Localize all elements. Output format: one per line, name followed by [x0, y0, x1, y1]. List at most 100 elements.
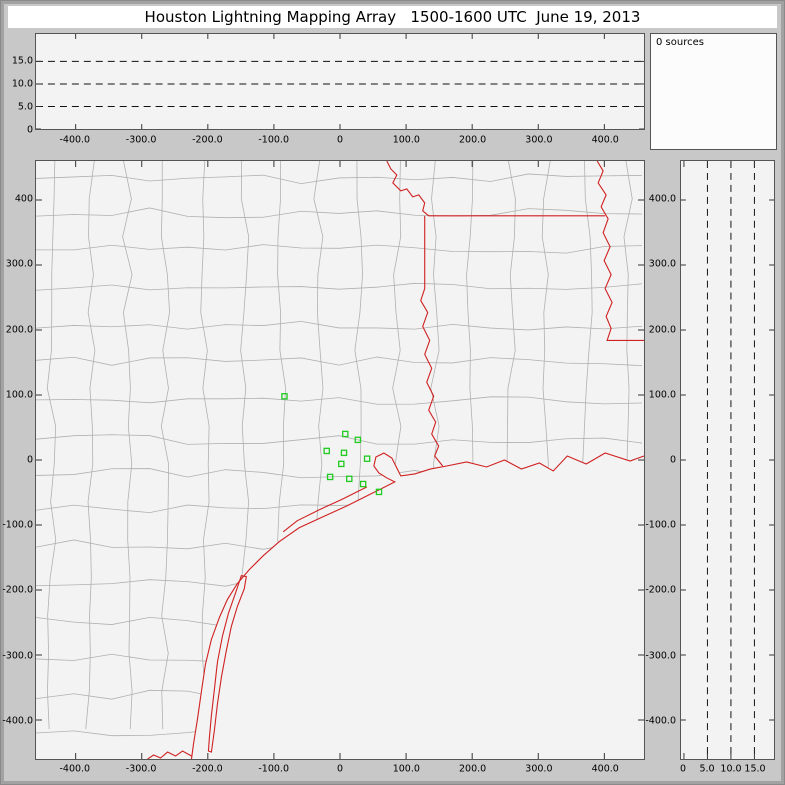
matagorda-inner-shore [282, 486, 368, 533]
ns-tick-label: -400.0 [2, 715, 33, 727]
county-line [200, 161, 210, 730]
source-count-label: 0 sources [656, 37, 704, 48]
ns-tick-label: -300.0 [645, 650, 676, 662]
county-line [36, 207, 643, 219]
county-line [465, 161, 476, 730]
county-line [36, 503, 643, 514]
county-boundaries [36, 161, 643, 737]
ew-tick-label: 100.0 [392, 134, 420, 146]
ns-tick-label: 100.0 [5, 389, 33, 401]
county-line [36, 282, 643, 291]
county-line [541, 161, 553, 730]
lma-station-marker [363, 455, 371, 462]
ew-tick-label: -100.0 [258, 134, 289, 146]
altitude-ew-plot [36, 34, 644, 129]
mississippi-river-border [596, 161, 644, 341]
ns-tick-label: -200.0 [2, 584, 33, 596]
padre-island [207, 574, 247, 753]
texas-louisiana-border [420, 215, 444, 467]
ew-tick-label: 0 [336, 763, 344, 775]
county-line [36, 356, 643, 367]
ew-tick-label: -400.0 [59, 134, 91, 146]
texas-map [36, 161, 644, 759]
page-title: Houston Lightning Mapping Array 1500-160… [8, 6, 777, 28]
altitude-tick-label: 10.0 [11, 78, 33, 90]
county-line [36, 434, 643, 445]
ns-tick-label: 400 [14, 193, 33, 205]
lma-station-marker [375, 488, 383, 496]
ew-tick-label: -100.0 [258, 763, 289, 775]
county-line [36, 539, 643, 550]
altitude-histogram-panel: 0 sources [650, 33, 777, 150]
altitude-tick-label: 10.0 [720, 763, 742, 775]
map-axis-ticks [36, 161, 644, 759]
ns-tick-label: 0 [26, 454, 33, 466]
lma-station-marker [326, 473, 334, 481]
county-line [36, 616, 643, 627]
ew-tick-label: -300.0 [125, 763, 157, 775]
ew-tick-label: -200.0 [192, 134, 223, 146]
ew-tick-label: 400.0 [591, 763, 619, 775]
altitude-vs-northsouth-panel [680, 160, 775, 760]
state-coast-boundaries [147, 161, 644, 759]
county-line [582, 161, 593, 730]
ns-tick-label: 300.0 [648, 258, 676, 270]
county-line [122, 161, 133, 730]
ew-tick-label: 300.0 [525, 134, 553, 146]
ns-tick-label: 300.0 [5, 258, 33, 270]
rio-grande [147, 750, 192, 759]
altitude-vs-eastwest-panel [35, 33, 645, 130]
county-line [36, 396, 643, 405]
county-line [36, 577, 643, 589]
ns-tick-label: 0 [669, 454, 676, 466]
ns-tick-label: -100.0 [2, 519, 33, 531]
county-line [36, 320, 643, 331]
lma-stations [281, 393, 383, 496]
ns-tick-label: 200.0 [5, 324, 33, 336]
altitude-tick-label: 15.0 [11, 55, 33, 67]
ew-tick-label: -200.0 [192, 763, 223, 775]
county-line [36, 689, 643, 701]
lma-station-marker [346, 475, 353, 483]
altitude-tick-label: 0 [26, 124, 33, 136]
county-line [36, 653, 643, 663]
county-line [36, 727, 643, 737]
ns-tick-label: -300.0 [2, 650, 33, 662]
ns-tick-label: -100.0 [645, 519, 676, 531]
ns-tick-label: -400.0 [645, 715, 676, 727]
plan-view-map-panel [35, 160, 645, 760]
altitude-tick-label: 0 [679, 763, 687, 775]
ew-tick-label: 200.0 [458, 763, 487, 775]
lma-station-marker [354, 436, 362, 444]
county-line [313, 161, 324, 730]
altitude-ns-plot [681, 161, 774, 759]
ew-tick-label: 400.0 [591, 134, 619, 146]
ew-tick-label: 300.0 [525, 763, 553, 775]
altitude-tick-label: 15.0 [744, 763, 766, 775]
county-line [240, 161, 250, 730]
ew-tick-label: 0 [336, 134, 344, 146]
ew-tick-label: 200.0 [458, 134, 487, 146]
ns-tick-label: 200.0 [648, 324, 676, 336]
ns-tick-label: 100.0 [648, 389, 676, 401]
county-line [36, 173, 643, 185]
lma-station-marker [323, 447, 330, 455]
altitude-tick-label: 5.0 [699, 763, 715, 775]
ns-tick-label: 400.0 [648, 193, 676, 205]
county-line [506, 161, 516, 730]
county-line [160, 161, 170, 730]
ns-tick-label: -200.0 [645, 584, 676, 596]
ew-tick-label: -400.0 [59, 763, 91, 775]
ew-tick-label: -300.0 [125, 134, 157, 146]
lma-station-marker [342, 430, 349, 438]
red-river-arkansas-border [386, 161, 606, 217]
county-line [85, 161, 96, 730]
altitude-tick-label: 5.0 [17, 101, 33, 113]
county-line [36, 244, 643, 254]
gulf-coastline [190, 452, 644, 759]
lma-station-marker [340, 449, 348, 457]
lma-station-marker [281, 393, 288, 400]
lma-station-marker [359, 480, 367, 488]
ew-tick-label: 100.0 [392, 763, 420, 775]
